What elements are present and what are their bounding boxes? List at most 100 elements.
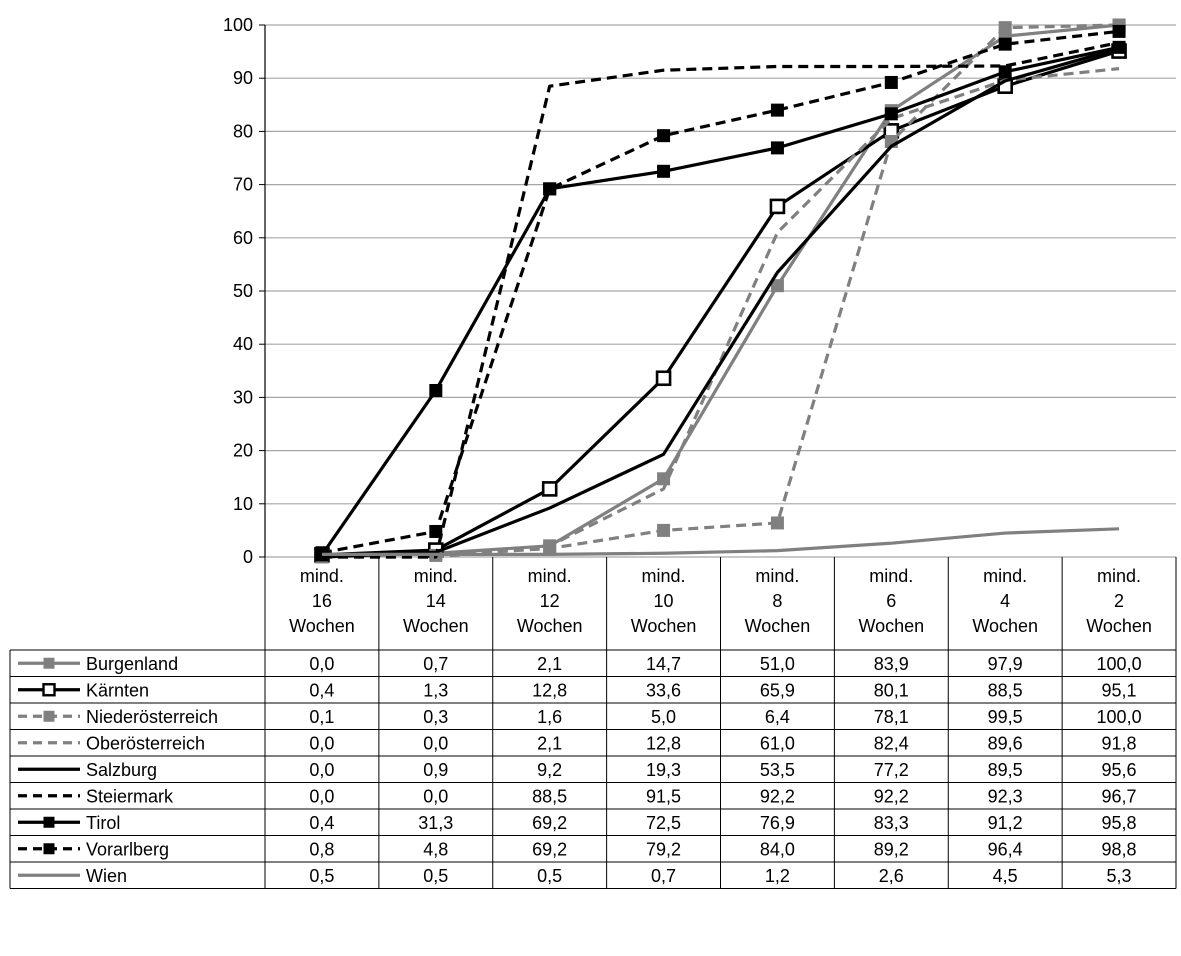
y-tick-label: 10 [233,494,253,514]
y-tick-label: 20 [233,441,253,461]
table-cell-value: 5,3 [1107,866,1132,886]
y-tick-label: 0 [243,547,253,567]
data-point-tirol [657,164,671,178]
table-cell-value: 0,1 [309,707,334,727]
legend-key-marker [43,816,55,828]
table-cell-value: 0,7 [651,866,676,886]
table-cell-value: 0,0 [309,786,334,806]
series-lines [314,18,1127,564]
x-category-label: 4 [1000,591,1010,611]
table-cell-value: 0,8 [309,839,334,859]
y-tick-label: 30 [233,387,253,407]
x-category-label: 12 [540,591,560,611]
axes: 0 10 20 30 40 50 60 70 80 90 100 [223,15,266,567]
table-cell-value: 0,0 [309,760,334,780]
table-cell-value: 0,7 [423,654,448,674]
legend-series-name: Vorarlberg [86,839,169,859]
table-cell-value: 92,3 [988,786,1023,806]
table-cell-value: 0,0 [309,733,334,753]
table-cell-value: 78,1 [874,707,909,727]
table-cell-value: 100,0 [1097,707,1142,727]
legend-series-name: Tirol [86,813,120,833]
x-category-label: 16 [312,591,332,611]
x-category-label: Wochen [403,616,469,636]
x-category-label: mind. [755,566,799,586]
table-cell-value: 31,3 [418,813,453,833]
legend-key-marker [43,710,55,722]
data-point-vorarlberg [770,103,784,117]
x-category-label: mind. [528,566,572,586]
table-cell-value: 91,5 [646,786,681,806]
data-point-burgenland [657,472,671,486]
series-line-wien [321,527,1120,556]
table-cell-value: 19,3 [646,760,681,780]
table-cell-value: 0,0 [309,654,334,674]
table-cell-value: 80,1 [874,680,909,700]
table-cell-value: 0,5 [309,866,334,886]
table-cell-value: 1,2 [765,866,790,886]
y-tick-label: 70 [233,175,253,195]
data-point-tirol [1112,40,1126,54]
table-cell-value: 69,2 [532,813,567,833]
table-cell-value: 2,6 [879,866,904,886]
data-point-vorarlberg [543,182,557,196]
series-line-steiermark [321,40,1120,559]
table-cell-value: 2,1 [537,654,562,674]
x-category-label: mind. [642,566,686,586]
y-tick-label: 100 [223,15,253,35]
table-cell-value: 0,0 [423,733,448,753]
x-category-label: Wochen [1086,616,1152,636]
series-line-oberösterreich [321,67,1120,559]
table-cell-value: 98,8 [1102,839,1137,859]
table-cell-value: 88,5 [532,786,567,806]
table-cell-value: 83,9 [874,654,909,674]
data-point-tirol [429,383,443,397]
table-cell-value: 0,0 [423,786,448,806]
data-table: mind. 16 Wochen mind. 14 Wochen mind. 12 Wochen m… [9,557,1177,889]
legend-key-marker [42,683,56,697]
series-line-tirol [320,45,1120,556]
data-point-kärnten [541,481,558,497]
table-cell-value: 65,9 [760,680,795,700]
table-cell-value: 0,4 [309,680,334,700]
table-cell-value: 99,5 [988,707,1023,727]
x-category-label: 14 [426,591,446,611]
x-category-label: mind. [1097,566,1141,586]
data-point-burgenland [770,279,784,293]
data-point-vorarlberg [998,37,1012,51]
x-category-label: 6 [886,591,896,611]
x-category-label: mind. [414,566,458,586]
table-cell-value: 89,6 [988,733,1023,753]
table-cell-value: 79,2 [646,839,681,859]
table-cell-value: 84,0 [760,839,795,859]
data-point-niederösterreich [998,21,1012,35]
data-point-tirol [884,107,898,121]
x-category-label: Wochen [858,616,924,636]
legend-series-name: Wien [86,866,127,886]
data-point-niederösterreich [657,523,671,537]
y-tick-label: 40 [233,334,253,354]
table-cell-value: 91,2 [988,813,1023,833]
table-cell-value: 1,6 [537,707,562,727]
legend-series-name: Steiermark [86,786,174,806]
table-cell-value: 0,5 [537,866,562,886]
table-cell-value: 0,5 [423,866,448,886]
legend-series-name: Oberösterreich [86,733,205,753]
table-cell-value: 12,8 [646,733,681,753]
table-cell-value: 95,8 [1102,813,1137,833]
table-cell-value: 2,1 [537,733,562,753]
x-category-label: Wochen [631,616,697,636]
x-category-label: mind. [869,566,913,586]
table-cell-value: 97,9 [988,654,1023,674]
table-cell-value: 14,7 [646,654,681,674]
data-point-kärnten [655,370,672,387]
table-cell-value: 92,2 [874,786,909,806]
table-cell-value: 69,2 [532,839,567,859]
series-line-burgenland [321,23,1120,559]
y-tick-label: 50 [233,281,253,301]
table-cell-value: 89,2 [874,839,909,859]
x-category-label: Wochen [289,616,355,636]
table-cell-value: 51,0 [760,654,795,674]
x-category-label: 2 [1114,591,1124,611]
